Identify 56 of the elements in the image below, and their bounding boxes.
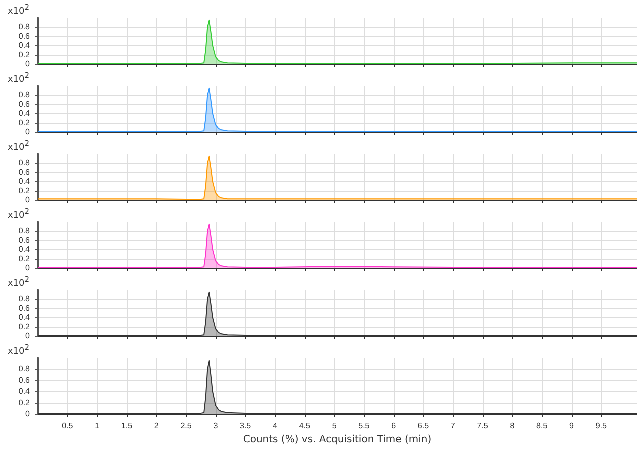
y-tick-label: 0 — [26, 410, 31, 418]
x-tick-label: 4.5 — [299, 422, 311, 430]
x-tick-label: 3 — [214, 422, 219, 430]
y-tick-label: 0.6 — [18, 236, 31, 245]
y-tick-label: 0.2 — [18, 322, 31, 332]
y-tick-label: 0.2 — [18, 118, 31, 128]
y-tick-label: 0.8 — [18, 294, 31, 304]
y-tick-label: 0.4 — [18, 387, 31, 396]
y-tick-label: 0 — [26, 332, 31, 340]
x-tick-label: 6 — [392, 422, 397, 430]
y-tick-label: 0.2 — [18, 186, 31, 196]
x-tick-label: 9 — [570, 422, 575, 430]
x-tick-label: 3.5 — [240, 422, 252, 430]
x-tick-label: 6.5 — [418, 422, 430, 430]
x-tick-label: 0.5 — [62, 422, 74, 430]
x-tick-label: 4 — [273, 422, 278, 430]
y-tick-label: 0 — [26, 60, 31, 68]
y-axis-title: x10$^{2}$ — [8, 342, 30, 358]
x-axis-title: Counts (%) vs. Acquisition Time (min) — [243, 434, 432, 446]
y-axis-title: x10$^{2}$ — [8, 206, 30, 222]
y-tick-label: 0.6 — [18, 168, 31, 177]
y-tick-label: 0.8 — [18, 158, 31, 168]
y-tick-label: 0.4 — [18, 245, 31, 254]
x-tick-label: 1.5 — [121, 422, 134, 430]
y-tick-label: 0 — [26, 128, 31, 136]
y-tick-label: 0.8 — [18, 226, 31, 236]
y-tick-label: 0.4 — [18, 41, 31, 50]
y-tick-label: 0.8 — [18, 90, 31, 100]
y-tick-label: 0.8 — [18, 364, 31, 374]
y-tick-label: 0 — [26, 196, 31, 204]
y-tick-label: 0.2 — [18, 50, 31, 60]
y-tick-label: 0.6 — [18, 376, 31, 385]
x-tick-label: 2.5 — [180, 422, 192, 430]
y-axis-title: x10$^{2}$ — [8, 70, 30, 86]
y-tick-label: 0.2 — [18, 254, 31, 264]
x-tick-label: 7.5 — [477, 422, 489, 430]
y-tick-label: 0.4 — [18, 313, 31, 322]
x-tick-label: 2 — [154, 422, 160, 430]
x-tick-label: 5.5 — [358, 422, 370, 430]
x-tick-label: 1 — [95, 422, 100, 430]
y-tick-label: 0 — [26, 264, 31, 272]
x-tick-label: 9.5 — [596, 422, 608, 430]
y-tick-label: 0.6 — [18, 304, 31, 313]
x-tick-label: 8.5 — [536, 422, 548, 430]
y-axis-title: x10$^{2}$ — [8, 2, 30, 18]
x-tick-label: 8 — [510, 422, 516, 430]
y-tick-label: 0.4 — [18, 177, 31, 186]
y-tick-label: 0.8 — [18, 22, 31, 32]
x-tick-label: 7 — [450, 422, 456, 430]
y-tick-label: 0.6 — [18, 32, 31, 41]
y-axis-title: x10$^{2}$ — [8, 138, 30, 154]
y-tick-label: 0.4 — [18, 109, 31, 118]
y-tick-label: 0.6 — [18, 100, 31, 109]
y-tick-label: 0.2 — [18, 398, 31, 408]
y-axis-title: x10$^{2}$ — [8, 274, 30, 290]
x-tick-label: 5 — [332, 422, 338, 430]
